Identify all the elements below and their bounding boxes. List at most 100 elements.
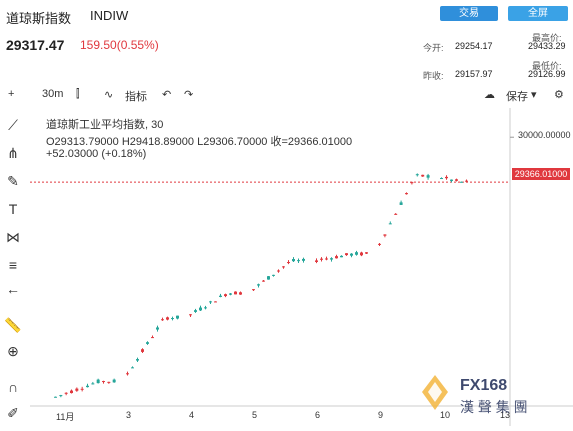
candle-body: [136, 359, 139, 361]
candle-body: [450, 179, 453, 181]
fork-tool-icon[interactable]: ⋔: [7, 145, 19, 161]
undo-icon[interactable]: ↶: [162, 89, 172, 101]
candle-body: [383, 234, 387, 236]
high-value: 29433.29: [528, 41, 566, 51]
candle-body: [325, 258, 328, 260]
low-label: 最低价:: [532, 61, 562, 71]
today-open-value: 29254.17: [455, 41, 493, 51]
candle-body: [405, 193, 408, 195]
candle-body: [350, 253, 353, 256]
candle-body: [131, 367, 134, 369]
drawing-toolbar: ⟋ ⋔ ✎ T ⋈ ≡ ← 📏 ⊕ ∩ ✐: [0, 84, 30, 426]
candle-body: [421, 174, 425, 177]
candle-body: [80, 388, 84, 390]
candle-body: [126, 373, 129, 375]
chart-area[interactable]: [30, 108, 573, 426]
candle-body: [445, 176, 448, 179]
high-label: 最高价:: [532, 33, 562, 43]
candle-body: [355, 252, 358, 255]
candle-body: [141, 349, 144, 352]
candle-body: [59, 395, 63, 397]
time-axis-label: 10: [440, 410, 451, 420]
candle-body: [257, 284, 260, 286]
current-price: 29317.47: [6, 37, 65, 53]
candle-body: [378, 243, 381, 245]
chart-legend-change: +52.03000 (+0.18%): [46, 148, 147, 160]
settings-icon[interactable]: ⚙: [554, 89, 564, 101]
magnet-icon[interactable]: ∩: [7, 379, 19, 395]
chart-toolbar: + 30m ⫿ ∿ 指标 ↶ ↷ ☁ 保存 ▾ ⚙: [0, 84, 573, 108]
candlestick-chart: [30, 108, 573, 426]
candle-body: [297, 260, 300, 262]
time-axis-label: 4: [189, 410, 195, 420]
candle-body: [229, 293, 232, 295]
candle-body: [239, 292, 242, 295]
save-button[interactable]: 保存: [506, 91, 528, 103]
candle-body: [394, 213, 398, 215]
candle-body: [234, 291, 237, 295]
candle-body: [171, 318, 174, 320]
candle-body: [112, 379, 116, 383]
text-tool-icon[interactable]: T: [8, 201, 18, 217]
candle-body: [252, 289, 255, 291]
today-open-label: 今开:: [423, 43, 444, 53]
candle-body: [410, 182, 414, 184]
candle-body: [64, 392, 68, 394]
candle-body: [199, 307, 202, 311]
watermark-logo: FX168 漢 聲 集 團: [420, 370, 570, 420]
time-axis-label: 5: [252, 410, 258, 420]
chart-legend-title: 道琼斯工业平均指数, 30: [46, 119, 164, 131]
candle-body: [330, 258, 333, 260]
candle-body: [86, 385, 89, 388]
pattern-tool-icon[interactable]: ⋈: [6, 229, 20, 245]
low-value: 29126.99: [528, 69, 566, 79]
back-arrow-icon[interactable]: ←: [6, 281, 20, 297]
candle-body: [335, 256, 338, 259]
candle-body: [267, 276, 270, 280]
cloud-icon[interactable]: ☁: [484, 89, 495, 101]
crosshair-icon[interactable]: +: [8, 88, 15, 100]
candle-body: [189, 314, 192, 316]
fib-tool-icon[interactable]: ≡: [8, 257, 18, 273]
candle-body: [455, 179, 458, 181]
zoom-in-icon[interactable]: ⊕: [7, 343, 19, 359]
candle-body: [194, 310, 197, 312]
candle-body: [107, 381, 111, 383]
candle-body: [151, 337, 154, 339]
ruler-icon[interactable]: 📏: [4, 317, 22, 333]
candle-body: [272, 274, 275, 276]
line-tool-icon[interactable]: ⟋: [8, 117, 18, 133]
candle-body: [426, 175, 430, 178]
header: 道琼斯指数 INDIW 交易 全屏 29317.47 159.50(0.55%)…: [0, 0, 573, 84]
dropdown-icon[interactable]: ▾: [531, 89, 537, 101]
redo-icon[interactable]: ↷: [184, 89, 194, 101]
candle-body: [388, 223, 392, 225]
brush-tool-icon[interactable]: ✎: [7, 173, 19, 189]
candle-body: [262, 280, 265, 282]
candle-body: [292, 259, 295, 262]
indicator-icon[interactable]: ∿: [104, 89, 114, 101]
candle-body: [224, 294, 227, 297]
candle-body: [70, 390, 73, 394]
time-axis-label: 9: [378, 410, 384, 420]
candle-body: [91, 383, 95, 385]
candle-body: [161, 319, 164, 321]
candle-body: [287, 262, 290, 264]
candle-body: [54, 396, 57, 398]
candle-body: [209, 301, 212, 303]
indicators-button[interactable]: 指标: [125, 91, 147, 103]
fullscreen-button[interactable]: 全屏: [508, 6, 568, 21]
candle-body: [345, 253, 348, 256]
candle-body: [360, 252, 363, 256]
time-axis-label: 3: [126, 410, 132, 420]
svg-text:FX168: FX168: [460, 377, 507, 394]
trade-button[interactable]: 交易: [440, 6, 498, 21]
candle-body: [320, 258, 323, 260]
candle-body: [460, 181, 463, 183]
lock-ruler-icon[interactable]: ✐: [7, 405, 19, 421]
candle-body: [102, 381, 105, 383]
interval-selector[interactable]: 30m: [42, 88, 64, 100]
svg-text:漢 聲 集 團: 漢 聲 集 團: [460, 399, 528, 415]
candle-body: [340, 255, 343, 258]
candle-type-icon[interactable]: ⫿: [76, 88, 80, 100]
